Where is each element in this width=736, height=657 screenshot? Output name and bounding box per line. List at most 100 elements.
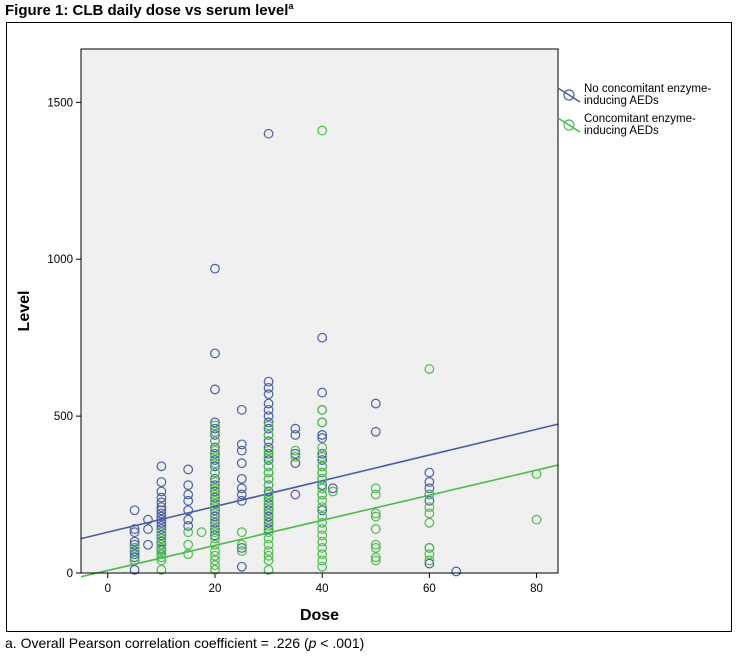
x-tick-label: 0	[105, 583, 111, 595]
data-point-series-2	[156, 549, 167, 560]
data-point-series-1	[317, 387, 328, 398]
data-point-series-2	[263, 420, 274, 431]
footnote-p: p	[308, 635, 317, 651]
data-point-series-1	[156, 521, 167, 531]
data-point-series-2	[183, 539, 194, 550]
data-point-series-2	[290, 452, 301, 462]
data-point-series-1	[263, 404, 274, 415]
data-point-series-2	[183, 549, 194, 560]
data-point-series-1	[156, 502, 167, 513]
data-point-series-1	[451, 566, 462, 577]
data-point-series-2	[370, 524, 381, 534]
data-point-series-1	[317, 433, 328, 443]
data-point-series-2	[210, 521, 220, 531]
data-point-series-1	[370, 426, 381, 437]
data-point-series-2	[317, 530, 328, 541]
data-point-series-2	[531, 514, 542, 525]
data-point-series-1	[424, 483, 435, 494]
data-point-series-1	[183, 505, 194, 516]
data-point-series-1	[210, 417, 220, 428]
data-point-series-2	[370, 552, 381, 563]
data-point-series-1	[236, 489, 247, 500]
figure-title-text: Figure 1: CLB daily dose vs serum level	[5, 2, 289, 19]
data-point-series-2	[263, 473, 274, 484]
data-point-series-1	[210, 461, 220, 472]
data-point-series-2	[210, 564, 220, 575]
data-point-series-1	[210, 384, 220, 395]
y-tick-label: 1000	[47, 254, 73, 266]
data-point-series-2	[263, 514, 274, 525]
data-point-series-2	[263, 508, 274, 519]
data-point-series-2	[263, 550, 274, 561]
data-point-series-1	[263, 455, 274, 465]
data-point-series-1	[290, 458, 301, 469]
data-point-series-1	[317, 448, 328, 459]
data-point-series-2	[263, 546, 274, 556]
legend: No concomitant enzyme-inducing AEDsConco…	[557, 83, 711, 137]
data-point-series-1	[143, 524, 153, 534]
data-point-series-2	[317, 404, 328, 415]
data-point-series-2	[263, 495, 274, 506]
data-point-series-1	[129, 549, 140, 560]
data-point-series-1	[156, 461, 167, 472]
data-point-series-1	[263, 505, 274, 516]
data-point-series-2	[236, 527, 247, 538]
y-tick-label: 1500	[47, 97, 73, 109]
data-point-series-2	[317, 502, 328, 513]
data-point-series-1	[263, 486, 274, 497]
data-point-series-1	[263, 524, 274, 534]
data-point-series-1	[263, 411, 274, 422]
data-point-series-2	[210, 560, 220, 571]
data-point-series-1	[263, 442, 274, 453]
legend-label-series-2: Concomitant enzyme-	[584, 113, 696, 125]
data-point-series-2	[317, 561, 328, 572]
legend-line-series-2	[557, 117, 581, 133]
data-point-series-2	[210, 550, 220, 561]
data-point-series-1	[183, 464, 194, 475]
y-tick-label: 0	[67, 568, 73, 580]
data-point-series-2	[317, 511, 328, 522]
data-point-series-2	[156, 542, 167, 553]
data-point-series-2	[263, 564, 274, 575]
data-point-series-1	[210, 348, 220, 359]
data-point-series-1	[263, 492, 274, 503]
data-point-series-2	[317, 467, 328, 478]
data-point-series-1	[263, 389, 274, 400]
data-point-series-2	[236, 546, 247, 556]
data-point-series-1	[129, 527, 140, 538]
chart-frame: 0 20 40 60 80 0 500 1000 1500 Dose Level No conc…	[6, 22, 732, 632]
data-point-series-2	[317, 489, 328, 500]
data-point-series-2	[317, 542, 328, 553]
data-point-series-1	[236, 445, 247, 456]
data-point-series-1	[156, 524, 167, 534]
data-point-series-1	[129, 505, 140, 516]
data-point-series-1	[129, 536, 140, 547]
data-point-series-2	[531, 469, 542, 480]
axis-ticks: 0 20 40 60 80 0 500 1000 1500	[47, 97, 543, 595]
data-point-series-1	[183, 514, 194, 525]
data-point-series-2	[156, 552, 167, 563]
data-point-series-2	[210, 546, 220, 556]
data-point-series-1	[317, 480, 328, 491]
data-point-series-1	[129, 552, 140, 563]
data-point-series-2	[156, 564, 167, 575]
data-point-series-1	[263, 499, 274, 509]
data-point-series-1	[210, 263, 220, 274]
footnote: a. Overall Pearson correlation coefficie…	[5, 635, 364, 651]
data-point-series-1	[236, 483, 247, 494]
data-point-series-2	[210, 452, 220, 462]
footnote-suffix: < .001)	[316, 635, 365, 651]
data-point-series-2	[424, 517, 435, 528]
data-point-series-2	[210, 467, 220, 478]
data-point-series-2	[263, 480, 274, 491]
legend-marker-series-2	[563, 119, 575, 131]
data-point-series-2	[317, 442, 328, 453]
data-point-series-1	[290, 430, 301, 440]
data-points	[129, 125, 542, 577]
data-point-series-2	[424, 364, 435, 374]
data-point-series-1	[129, 564, 140, 575]
data-point-series-2	[317, 473, 328, 484]
data-point-series-2	[263, 539, 274, 550]
x-tick-label: 60	[423, 583, 436, 595]
data-point-series-1	[210, 480, 220, 491]
